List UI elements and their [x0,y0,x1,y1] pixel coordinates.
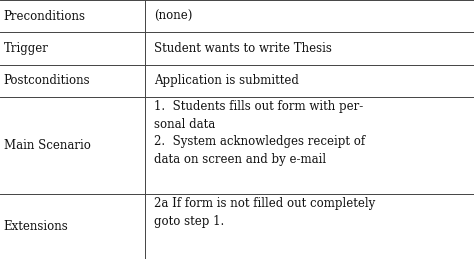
Text: Extensions: Extensions [4,220,69,233]
Text: Main Scenario: Main Scenario [4,139,91,152]
Text: Preconditions: Preconditions [4,10,86,23]
Text: Trigger: Trigger [4,42,49,55]
Text: Application is submitted: Application is submitted [154,74,299,88]
Text: 2a If form is not filled out completely
goto step 1.: 2a If form is not filled out completely … [154,197,375,228]
Text: Postconditions: Postconditions [4,74,91,88]
Text: (none): (none) [154,10,192,23]
Text: Student wants to write Thesis: Student wants to write Thesis [154,42,332,55]
Text: 1.  Students fills out form with per-
sonal data
2.  System acknowledges receipt: 1. Students fills out form with per- son… [154,100,365,166]
